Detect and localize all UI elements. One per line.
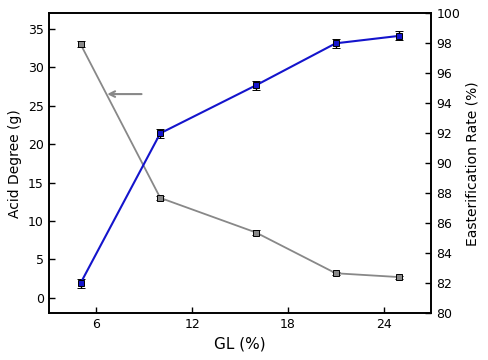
X-axis label: GL (%): GL (%) [214,337,266,352]
Y-axis label: Acid Degree (g): Acid Degree (g) [8,109,22,218]
Y-axis label: Easterification Rate (%): Easterification Rate (%) [466,81,480,246]
